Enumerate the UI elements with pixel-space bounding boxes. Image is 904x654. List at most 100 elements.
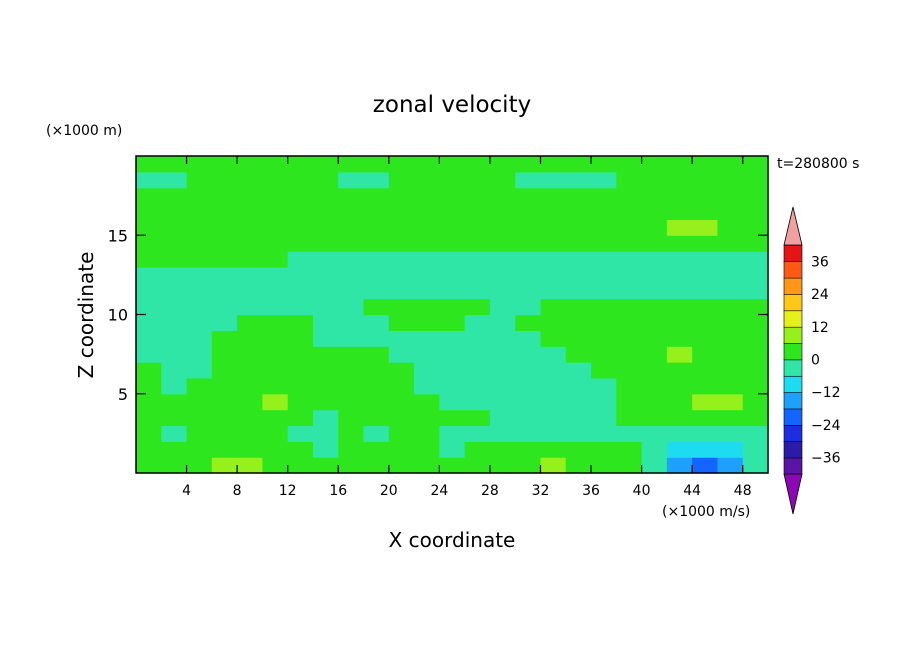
heatmap-cell	[515, 171, 542, 189]
heatmap-cell	[262, 219, 289, 236]
heatmap-cell	[262, 393, 289, 411]
heatmap-cell	[414, 282, 440, 300]
heatmap-cell	[692, 441, 719, 458]
heatmap-cell	[136, 219, 162, 236]
heatmap-cell	[439, 266, 466, 284]
heatmap-cell	[591, 282, 617, 300]
heatmap-cell	[287, 171, 314, 189]
heatmap-cell	[338, 156, 365, 173]
heatmap-cell	[591, 330, 617, 347]
heatmap-cell	[540, 346, 567, 363]
heatmap-cell	[161, 235, 188, 252]
heatmap-cell	[641, 393, 668, 411]
heatmap-cell	[388, 441, 415, 458]
heatmap-cell	[464, 298, 491, 316]
heatmap-cell	[666, 156, 693, 173]
heatmap-cell	[591, 441, 617, 458]
heatmap-cell	[616, 187, 643, 205]
heatmap-cell	[186, 156, 213, 173]
heatmap-cell	[439, 282, 466, 300]
heatmap-cell	[287, 362, 314, 379]
heatmap-cell	[591, 409, 617, 427]
heatmap-cell	[237, 171, 263, 189]
x-tick-label: 12	[279, 483, 297, 499]
heatmap-cell	[717, 346, 744, 363]
heatmap-cell	[338, 393, 365, 411]
heatmap-cell	[717, 314, 744, 331]
heatmap-cell	[666, 266, 693, 284]
heatmap-cell	[186, 187, 213, 205]
heatmap-cell	[742, 346, 769, 363]
heatmap-cell	[338, 330, 365, 347]
colorbar-box	[783, 293, 803, 312]
heatmap-cell	[540, 219, 567, 236]
heatmap-cell	[464, 219, 491, 236]
heatmap-cell	[666, 235, 693, 252]
heatmap-cell	[414, 235, 440, 252]
colorbar-box	[783, 391, 803, 410]
heatmap-cell	[237, 219, 263, 236]
heatmap-cell	[161, 441, 188, 458]
heatmap-cell	[186, 203, 213, 220]
heatmap-cell	[287, 203, 314, 220]
heatmap-cell	[489, 330, 516, 347]
heatmap-cell	[717, 330, 744, 347]
heatmap-cell	[262, 187, 289, 205]
heatmap-cell	[287, 266, 314, 284]
heatmap-cell	[161, 362, 188, 379]
heatmap-cell	[262, 298, 289, 316]
heatmap-cell	[439, 377, 466, 395]
heatmap-cell	[312, 393, 339, 411]
heatmap-cell	[136, 425, 162, 442]
heatmap-cell	[616, 409, 643, 427]
heatmap-cell	[616, 377, 643, 395]
heatmap-cell	[136, 156, 162, 173]
heatmap-cell	[186, 235, 213, 252]
heatmap-cell	[591, 203, 617, 220]
heatmap-cell	[136, 187, 162, 205]
heatmap-cell	[388, 187, 415, 205]
heatmap-cell	[363, 282, 390, 300]
x-tick-label: 32	[532, 483, 550, 499]
heatmap-cell	[186, 409, 213, 427]
heatmap-cell	[641, 203, 668, 220]
heatmap-cell	[540, 409, 567, 427]
heatmap-cell	[742, 156, 769, 173]
heatmap-cell	[692, 346, 719, 363]
heatmap-cell	[262, 171, 289, 189]
heatmap-cell	[414, 330, 440, 347]
heatmap-cell	[287, 330, 314, 347]
heatmap-cell	[489, 441, 516, 458]
heatmap-cell	[641, 187, 668, 205]
heatmap-cell	[161, 171, 188, 189]
heatmap-cell	[388, 282, 415, 300]
heatmap-cell	[641, 377, 668, 395]
heatmap-cell	[565, 377, 592, 395]
heatmap-cell	[692, 298, 719, 316]
heatmap-cell	[515, 266, 542, 284]
heatmap-cell	[540, 393, 567, 411]
heatmap-cell	[616, 346, 643, 363]
heatmap-cell	[439, 251, 466, 268]
heatmap-cell	[186, 251, 213, 268]
heatmap-cell	[591, 219, 617, 236]
heatmap-cell	[363, 393, 390, 411]
heatmap-cell	[717, 251, 744, 268]
heatmap-cell	[211, 362, 238, 379]
heatmap-cell	[692, 282, 719, 300]
heatmap-cell	[692, 203, 719, 220]
heatmap-cell	[186, 441, 213, 458]
heatmap-cell	[489, 457, 516, 474]
colorbar-box	[783, 440, 803, 459]
heatmap-cell	[136, 377, 162, 395]
heatmap-cell	[666, 171, 693, 189]
heatmap-cell	[363, 203, 390, 220]
heatmap-cell	[414, 314, 440, 331]
heatmap-cell	[489, 298, 516, 316]
heatmap-cell	[136, 362, 162, 379]
heatmap-cell	[287, 441, 314, 458]
colorbar-box	[783, 375, 803, 393]
heatmap-cell	[262, 314, 289, 331]
chart-title: zonal velocity	[373, 92, 531, 118]
heatmap-cell	[591, 171, 617, 189]
